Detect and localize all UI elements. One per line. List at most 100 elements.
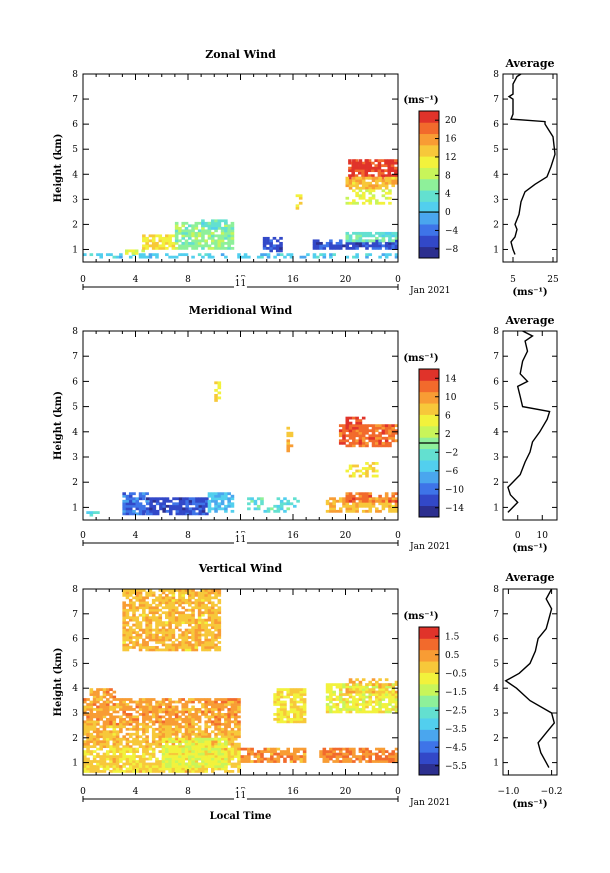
vertical-cell (161, 740, 166, 744)
meridional-cell (378, 502, 382, 506)
vertical-cell (148, 720, 153, 724)
zonal-cell (361, 179, 366, 183)
vertical-cell (378, 690, 382, 694)
meridional-colorbar-swatch (419, 460, 439, 472)
vertical-cell (155, 621, 159, 625)
vertical-cell (237, 750, 241, 753)
vertical-cell (201, 752, 205, 756)
vertical-cell (214, 715, 218, 719)
vertical-cell (165, 703, 169, 706)
meridional-cell (325, 509, 330, 513)
vertical-cell (194, 765, 199, 768)
vertical-cell (329, 755, 333, 758)
vertical-cell (358, 710, 363, 714)
meridional-cell (394, 497, 399, 501)
vertical-cell (368, 683, 373, 687)
meridional-cell (210, 507, 215, 511)
zonal-cell (201, 236, 205, 240)
zonal-cell (142, 255, 146, 259)
meridional-cell (168, 507, 173, 511)
zonal-cell (194, 236, 199, 240)
vertical-cell (105, 717, 110, 721)
vertical-cell (151, 720, 156, 724)
vertical-profile-xtick-label: −1.0 (497, 787, 519, 797)
zonal-cell (358, 231, 363, 235)
zonal-ytick-label: 2 (72, 220, 78, 230)
vertical-cell (348, 708, 353, 711)
meridional-cell (352, 416, 356, 420)
vertical-cell (335, 705, 340, 709)
vertical-cell (125, 747, 130, 751)
meridional-cell (365, 492, 369, 496)
zonal-cell (142, 246, 146, 250)
vertical-cell (86, 698, 90, 701)
meridional-xtick-label: 4 (133, 531, 139, 541)
zonal-cell (384, 161, 388, 165)
zonal-cell (224, 226, 228, 230)
vertical-cell (355, 698, 359, 701)
vertical-cell (220, 700, 225, 704)
vertical-cell (181, 717, 186, 721)
zonal-cell (191, 241, 195, 245)
zonal-cell (352, 199, 356, 203)
meridional-cell (182, 502, 186, 506)
vertical-cell (142, 589, 146, 592)
vertical-cell (158, 710, 163, 714)
vertical-cell (151, 750, 156, 753)
vertical-cell (230, 708, 235, 711)
vertical-cell (210, 755, 215, 758)
meridional-cell (201, 497, 206, 501)
meridional-cell (338, 507, 343, 511)
zonal-cell (352, 179, 356, 183)
vertical-cell (289, 752, 294, 756)
meridional-cell (266, 509, 271, 513)
zonal-cell (348, 159, 352, 163)
vertical-cell (352, 708, 356, 711)
vertical-cell (92, 725, 97, 729)
vertical-cell (188, 713, 192, 716)
meridional-cell (214, 504, 218, 508)
vertical-cell (148, 616, 153, 620)
vertical-cell (194, 628, 199, 632)
vertical-cell (325, 703, 330, 706)
vertical-cell (138, 708, 143, 711)
vertical-cell (155, 636, 159, 639)
vertical-cell (365, 755, 369, 758)
zonal-cell (361, 169, 365, 173)
vertical-cell (197, 732, 202, 736)
vertical-cell (188, 596, 192, 600)
vertical-cell (191, 737, 195, 741)
vertical-cell (214, 616, 218, 620)
vertical-cell (151, 705, 156, 709)
meridional-cell (365, 509, 369, 513)
meridional-cell (375, 499, 379, 503)
vertical-cell (174, 767, 179, 771)
vertical-cell (168, 767, 172, 771)
vertical-cell (155, 638, 159, 642)
meridional-cell (355, 434, 359, 438)
vertical-cell (119, 765, 123, 768)
vertical-cell (138, 713, 143, 716)
vertical-cell (155, 598, 159, 602)
zonal-cell (151, 244, 156, 248)
meridional-cell (371, 436, 376, 440)
vertical-cell (279, 750, 284, 753)
vertical-cell (122, 770, 126, 773)
vertical-cell (165, 598, 169, 602)
zonal-cell (275, 249, 280, 253)
vertical-cell (197, 621, 202, 625)
zonal-cell (134, 251, 139, 255)
vertical-cell (148, 767, 153, 771)
meridional-cell (371, 444, 376, 448)
zonal-cell (207, 255, 212, 259)
vertical-cell (86, 717, 90, 721)
vertical-cell (207, 742, 212, 746)
vertical-cell (96, 770, 100, 773)
vertical-cell (217, 720, 222, 724)
vertical-cell (325, 695, 330, 699)
vertical-cell (342, 693, 346, 696)
zonal-cell (214, 221, 218, 225)
vertical-cell (112, 720, 117, 724)
zonal-cell (378, 201, 382, 205)
vertical-cell (142, 755, 146, 758)
